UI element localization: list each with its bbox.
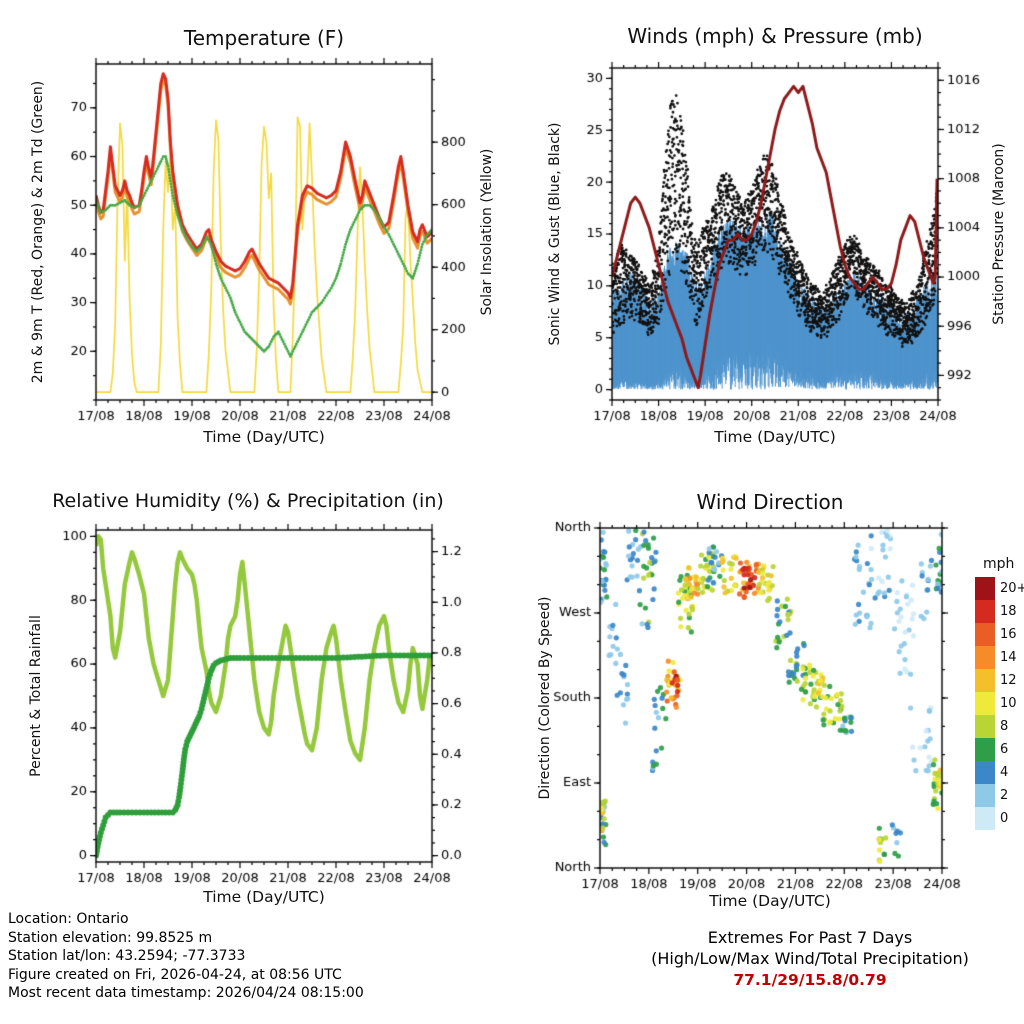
legend-swatch <box>975 738 995 761</box>
legend-swatch <box>975 623 995 646</box>
legend-row: 0 <box>975 807 1024 830</box>
station-location: Location: Ontario <box>8 911 129 927</box>
legend-swatch <box>975 715 995 738</box>
legend-row: 8 <box>975 715 1024 738</box>
station-elevation: Station elevation: 99.8525 m <box>8 929 213 946</box>
legend-label: 16 <box>1000 627 1017 642</box>
legend-swatch <box>975 761 995 784</box>
legend-row: 2 <box>975 784 1024 807</box>
station-latlon: Station lat/lon: 43.2594; -77.3733 <box>8 948 246 964</box>
y-axis-label-solar-right: Solar Insolation (Yellow) <box>479 148 495 316</box>
legend-label: 2 <box>1000 788 1009 803</box>
legend-row: 12 <box>975 669 1024 692</box>
y-axis-label-direction-left: Direction (Colored By Speed) <box>537 596 553 800</box>
legend-swatch <box>975 669 995 692</box>
station-info: Location: Ontario Station elevation: 99.… <box>8 910 364 1003</box>
y-axis-label-wind-left: Sonic Wind & Gust (Blue, Black) <box>547 122 563 346</box>
y-axis-label-temperature-left: 2m & 9m T (Red, Orange) & 2m Td (Green) <box>30 80 46 384</box>
legend-row: 18 <box>975 600 1024 623</box>
x-axis-label-humidity: Time (Day/UTC) <box>203 888 325 906</box>
extremes-values: 77.1/29/15.8/0.79 <box>733 971 887 989</box>
legend-label: 18 <box>1000 604 1017 619</box>
extremes-title: Extremes For Past 7 Days <box>707 928 913 947</box>
figure-created: Figure created on Fri, 2026-04-24, at 08… <box>8 966 342 983</box>
y-axis-label-pressure-right: Station Pressure (Maroon) <box>991 143 1007 325</box>
legend-label: 10 <box>1000 696 1017 711</box>
extremes-block: Extremes For Past 7 Days (High/Low/Max W… <box>590 928 1024 989</box>
x-axis-label-winds: Time (Day/UTC) <box>714 428 836 446</box>
legend-title: mph <box>983 556 1015 572</box>
legend-swatch <box>975 784 995 807</box>
legend-label: 4 <box>1000 765 1009 780</box>
extremes-subtitle: (High/Low/Max Wind/Total Precipitation) <box>651 949 969 968</box>
x-axis-label-temperature: Time (Day/UTC) <box>203 428 325 446</box>
data-timestamp: Most recent data timestamp: 2026/04/24 0… <box>8 985 364 1001</box>
chart-title-humidity-precip: Relative Humidity (%) & Precipitation (i… <box>52 490 444 512</box>
legend-label: 8 <box>1000 719 1009 734</box>
legend-swatch <box>975 600 995 623</box>
legend-row: 14 <box>975 646 1024 669</box>
legend-label: 6 <box>1000 742 1009 757</box>
legend-row: 4 <box>975 761 1024 784</box>
legend-swatch <box>975 646 995 669</box>
chart-title-wind-direction: Wind Direction <box>696 490 844 514</box>
legend-label: 20+ <box>1000 581 1024 596</box>
legend-row: 10 <box>975 692 1024 715</box>
legend-label: 0 <box>1000 811 1009 826</box>
legend-row: 16 <box>975 623 1024 646</box>
legend-row: 6 <box>975 738 1024 761</box>
legend-row: 20+ <box>975 577 1024 600</box>
legend-swatch <box>975 807 995 830</box>
legend-label: 14 <box>1000 650 1017 665</box>
chart-title-winds-pressure: Winds (mph) & Pressure (mb) <box>627 24 923 48</box>
legend-swatch <box>975 692 995 715</box>
x-axis-label-direction: Time (Day/UTC) <box>709 892 831 910</box>
legend-label: 12 <box>1000 673 1017 688</box>
legend-rows: 20+ 18 16 14 12 10 8 6 4 2 0 <box>975 577 1024 830</box>
speed-legend: mph 20+ 18 16 14 12 10 8 6 4 2 0 <box>975 556 1024 830</box>
y-axis-label-humidity-left: Percent & Total Rainfall <box>28 615 44 777</box>
legend-swatch <box>975 577 995 600</box>
chart-title-temperature: Temperature (F) <box>183 26 345 50</box>
